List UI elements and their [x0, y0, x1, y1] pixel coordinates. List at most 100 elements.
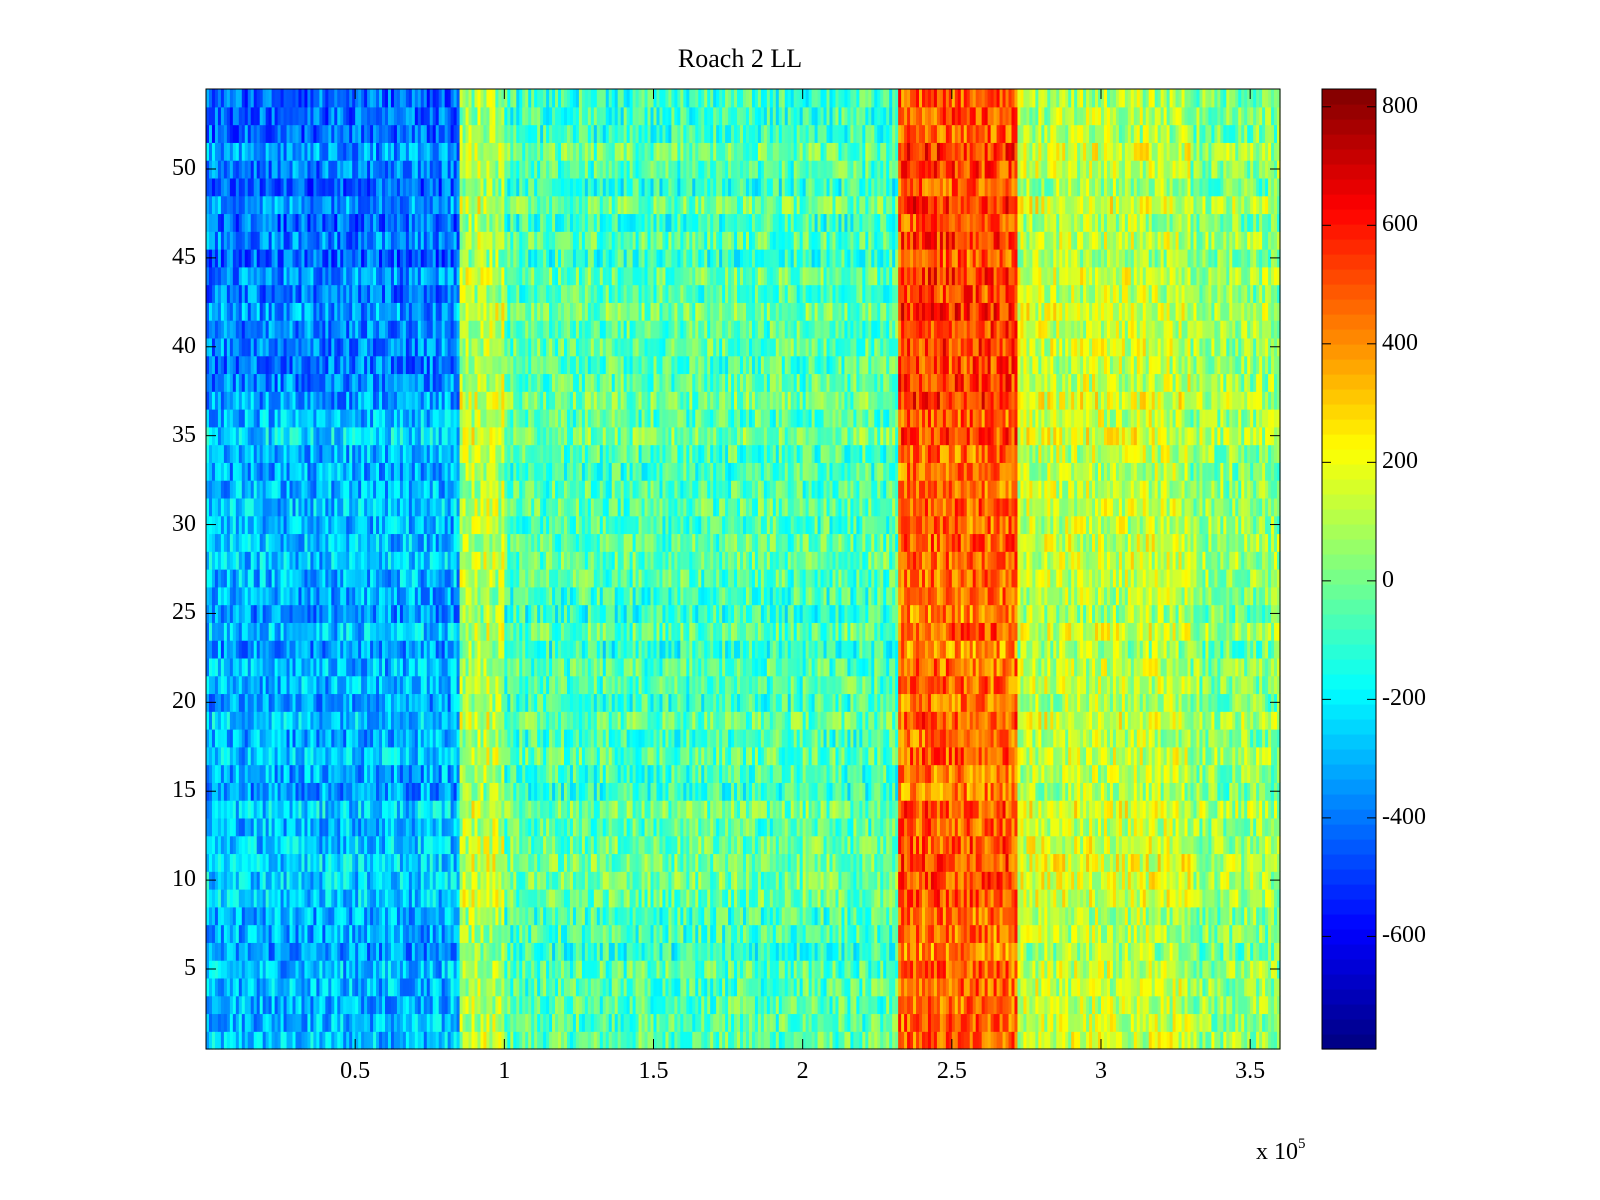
- heatmap-cell: [465, 924, 470, 943]
- heatmap-cell: [656, 977, 661, 997]
- heatmap-cell: [707, 1013, 711, 1032]
- heatmap-cell: [999, 977, 1004, 997]
- heatmap-cell: [1112, 871, 1117, 890]
- heatmap-cell: [262, 1031, 267, 1050]
- heatmap-cell: [387, 889, 392, 908]
- heatmap-cell: [1247, 924, 1251, 943]
- heatmap-cell: [1074, 871, 1078, 890]
- heatmap-cell: [474, 924, 479, 943]
- heatmap-cell: [1139, 889, 1144, 908]
- heatmap-cell: [525, 1031, 529, 1050]
- heatmap-cell: [731, 977, 735, 997]
- heatmap-cell: [1196, 942, 1201, 961]
- heatmap-cell: [796, 942, 801, 961]
- heatmap-cell: [390, 924, 395, 943]
- heatmap-cell: [325, 995, 329, 1015]
- heatmap-cell: [1047, 977, 1051, 997]
- heatmap-cell: [626, 906, 631, 926]
- heatmap-cell: [1050, 977, 1054, 997]
- heatmap-cell: [1095, 1031, 1099, 1050]
- heatmap-cell: [1011, 977, 1016, 997]
- heatmap-cell: [626, 960, 631, 979]
- heatmap-cell: [393, 995, 398, 1015]
- heatmap-cell: [933, 906, 938, 926]
- heatmap-cell: [716, 1031, 720, 1050]
- heatmap-cell: [1211, 977, 1215, 997]
- heatmap-cell: [960, 1013, 965, 1032]
- heatmap-cell: [856, 960, 860, 979]
- heatmap-cell: [1014, 942, 1019, 961]
- heatmap-cell: [229, 1013, 234, 1032]
- heatmap-cell: [1145, 960, 1150, 979]
- heatmap-cell: [692, 1031, 696, 1050]
- heatmap-cell: [319, 889, 323, 908]
- heatmap-cell: [886, 1031, 890, 1050]
- heatmap-cell: [895, 1031, 899, 1050]
- heatmap-cell: [307, 942, 312, 961]
- heatmap-cell: [1130, 995, 1135, 1015]
- heatmap-cell: [241, 1031, 246, 1050]
- heatmap-cell: [1172, 1013, 1177, 1032]
- heatmap-cell: [441, 871, 446, 890]
- heatmap-cell: [262, 977, 267, 997]
- heatmap-cell: [734, 1031, 738, 1050]
- heatmap-cell: [987, 995, 992, 1015]
- heatmap-cell: [501, 942, 505, 961]
- heatmap-cell: [898, 1013, 902, 1032]
- heatmap-cell: [820, 977, 825, 997]
- heatmap-cell: [1008, 906, 1013, 926]
- heatmap-cell: [1053, 960, 1057, 979]
- heatmap-cell: [564, 889, 568, 908]
- heatmap-cell: [1086, 977, 1090, 997]
- heatmap-cell: [722, 871, 726, 890]
- heatmap-cell: [334, 977, 338, 997]
- heatmap-cell: [313, 889, 317, 908]
- heatmap-cell: [984, 995, 989, 1015]
- heatmap-cell: [1145, 995, 1150, 1015]
- heatmap-cell: [927, 1013, 932, 1032]
- heatmap-cell: [737, 889, 741, 908]
- heatmap-cell: [483, 977, 488, 997]
- heatmap-cell: [901, 906, 905, 926]
- heatmap-cell: [292, 960, 297, 979]
- heatmap-cell: [990, 906, 995, 926]
- heatmap-cell: [990, 977, 995, 997]
- heatmap-cell: [459, 906, 464, 926]
- heatmap-cell: [399, 942, 404, 961]
- heatmap-cell: [993, 906, 998, 926]
- heatmap-cell: [1020, 977, 1025, 997]
- heatmap-cell: [546, 924, 550, 943]
- heatmap-cell: [617, 977, 622, 997]
- heatmap-cell: [1151, 906, 1156, 926]
- heatmap-cell: [966, 995, 971, 1015]
- heatmap-cell: [960, 889, 965, 908]
- heatmap-cell: [725, 942, 729, 961]
- heatmap-cell: [525, 942, 529, 961]
- heatmap-cell: [405, 853, 410, 872]
- heatmap-cell: [963, 977, 968, 997]
- heatmap-cell: [558, 889, 562, 908]
- heatmap-cell: [250, 1031, 255, 1050]
- heatmap-cell: [966, 977, 971, 997]
- heatmap-cell: [942, 1031, 947, 1050]
- heatmap-cell: [996, 942, 1001, 961]
- heatmap-cell: [901, 995, 905, 1015]
- heatmap-cell: [1217, 977, 1221, 997]
- heatmap-cell: [1077, 924, 1081, 943]
- heatmap-cell: [999, 942, 1004, 961]
- heatmap-cell: [1133, 889, 1138, 908]
- heatmap-cell: [674, 889, 678, 908]
- heatmap-cell: [382, 977, 386, 997]
- heatmap-cell: [241, 942, 246, 961]
- heatmap-cell: [737, 995, 741, 1015]
- heatmap-cell: [382, 1031, 386, 1050]
- heatmap-cell: [1154, 1013, 1159, 1032]
- heatmap-cell: [214, 960, 219, 979]
- heatmap-cell: [1238, 1031, 1242, 1050]
- heatmap-cell: [262, 853, 267, 872]
- heatmap-cell: [355, 1013, 359, 1032]
- heatmap-cell: [614, 942, 619, 961]
- heatmap-cell: [743, 1013, 747, 1032]
- heatmap-cell: [832, 995, 837, 1015]
- heatmap-cell: [367, 960, 371, 979]
